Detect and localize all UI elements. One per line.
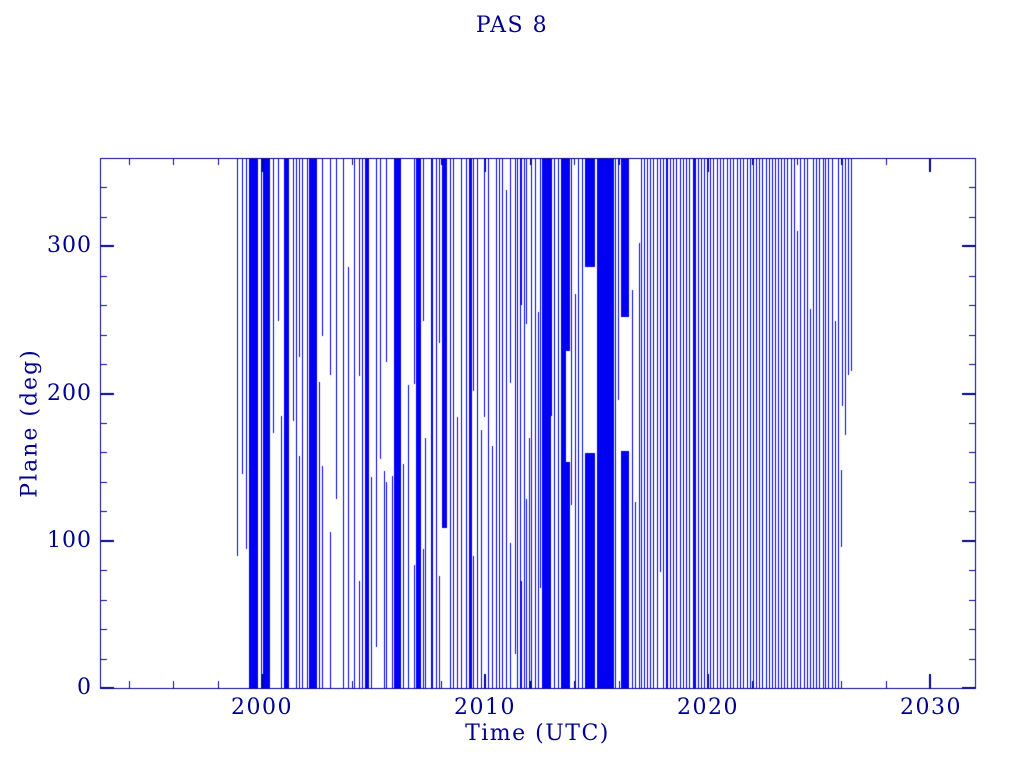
y-tick-label-200: 200: [47, 381, 92, 406]
x-tick-label-2000: 2000: [231, 695, 293, 720]
x-tick-label-2020: 2020: [677, 695, 739, 720]
y-tick-label-0: 0: [77, 675, 92, 700]
x-axis-label: Time (UTC): [465, 721, 610, 746]
y-axis-label: Plane (deg): [17, 348, 43, 498]
x-tick-label-2010: 2010: [454, 695, 516, 720]
y-tick-label-300: 300: [47, 233, 92, 258]
x-tick-label-2030: 2030: [900, 695, 962, 720]
chart-title: PAS 8: [475, 13, 549, 38]
y-tick-label-100: 100: [47, 528, 92, 553]
